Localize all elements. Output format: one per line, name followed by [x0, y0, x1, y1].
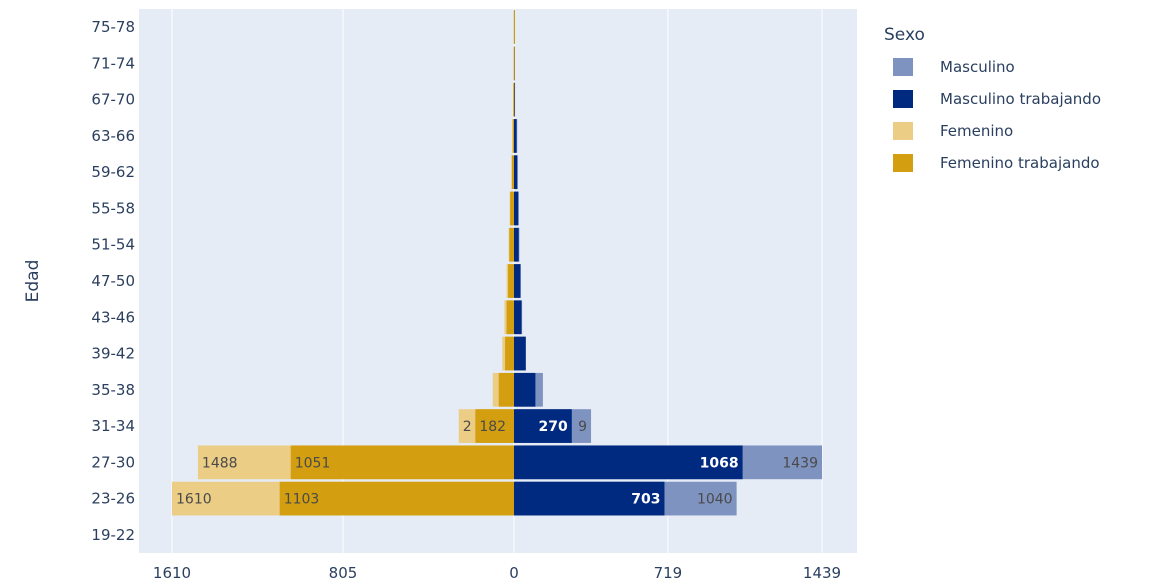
bar-label: 1439 [782, 455, 818, 471]
bar-label: 1610 [176, 492, 212, 508]
bar-masculino-trabajando [514, 300, 522, 335]
bar-masculino-trabajando [514, 82, 515, 117]
x-tick-label: 0 [509, 564, 519, 579]
bar-label: 703 [631, 492, 660, 508]
legend: Sexo Masculino Masculino trabajando Femeni… [884, 25, 1101, 172]
bar-femenino-trabajando [510, 191, 514, 226]
x-tick-label: 719 [654, 564, 683, 579]
bar-femenino-trabajando [513, 10, 515, 44]
y-tick-label: 27-30 [91, 453, 135, 471]
y-tick-label: 63-66 [91, 127, 135, 145]
y-tick-label: 59-62 [91, 163, 135, 181]
bar-label: 1040 [697, 492, 733, 508]
bar-label: 9 [578, 419, 587, 435]
bar-masculino-trabajando [514, 481, 665, 516]
bars [172, 10, 822, 516]
y-tick-label: 75-78 [91, 18, 135, 36]
legend-label[interactable]: Femenino trabajando [940, 154, 1100, 172]
y-tick-label: 23-26 [91, 490, 135, 508]
bar-femenino-trabajando [508, 264, 514, 298]
bar-femenino-trabajando [290, 445, 514, 480]
x-axis-ticks: 1610 805 0 719 1439 [153, 564, 841, 579]
bar-masculino-trabajando [514, 409, 572, 443]
x-tick-label: 1439 [803, 564, 841, 579]
y-tick-label: 39-42 [91, 345, 135, 363]
y-tick-label: 35-38 [91, 381, 135, 399]
bar-femenino-trabajando [512, 119, 514, 153]
bar-masculino-trabajando [514, 264, 521, 298]
bar-masculino-trabajando [514, 336, 526, 371]
bar-labels: 1040 1439 9 703 1068 270 1610 1488 2 1103 1051 182 [176, 419, 818, 508]
y-tick-label: 67-70 [91, 91, 135, 109]
bar-femenino-trabajando [513, 82, 515, 117]
legend-swatch[interactable] [893, 154, 913, 172]
bar-masculino-trabajando [514, 445, 743, 480]
y-tick-label: 19-22 [91, 526, 135, 544]
bar-femenino-trabajando [279, 481, 514, 516]
bar-masculino-trabajando [514, 155, 518, 190]
y-tick-label: 31-34 [91, 417, 135, 435]
legend-title: Sexo [884, 25, 925, 45]
bar-label: 2 [463, 419, 472, 435]
bar-label: 270 [539, 419, 568, 435]
bar-masculino-trabajando [514, 191, 519, 226]
bar-femenino-trabajando [498, 372, 514, 407]
bar-femenino-trabajando [513, 46, 515, 81]
legend-label[interactable]: Femenino [940, 122, 1013, 140]
bar-femenino-trabajando [505, 336, 514, 371]
legend-swatch[interactable] [893, 58, 913, 76]
bar-masculino-trabajando [514, 227, 519, 262]
y-axis-title: Edad [23, 260, 43, 303]
bar-label: 1103 [284, 492, 320, 508]
bar-label: 1051 [295, 455, 331, 471]
bar-masculino-trabajando [514, 372, 536, 407]
bar-femenino-trabajando [475, 409, 514, 443]
bar-femenino-trabajando [509, 227, 514, 262]
legend-swatch[interactable] [893, 122, 913, 140]
y-tick-label: 47-50 [91, 272, 135, 290]
bar-label: 182 [479, 419, 506, 435]
bar-label: 1488 [202, 455, 238, 471]
bar-femenino-trabajando [511, 155, 514, 190]
y-tick-label: 71-74 [91, 54, 135, 72]
y-tick-label: 43-46 [91, 308, 135, 326]
y-tick-label: 55-58 [91, 199, 135, 217]
bar-label: 1068 [700, 455, 739, 471]
bar-masculino-trabajando [514, 119, 517, 153]
y-tick-label: 51-54 [91, 236, 135, 254]
legend-label[interactable]: Masculino trabajando [940, 90, 1101, 108]
legend-swatch[interactable] [893, 90, 913, 108]
legend-label[interactable]: Masculino [940, 58, 1015, 76]
bar-femenino-trabajando [506, 300, 514, 335]
y-axis-ticks: 19-22 23-26 27-30 31-34 35-38 39-42 43-46 47-50… [91, 18, 135, 544]
x-tick-label: 1610 [153, 564, 191, 579]
x-tick-label: 805 [329, 564, 358, 579]
